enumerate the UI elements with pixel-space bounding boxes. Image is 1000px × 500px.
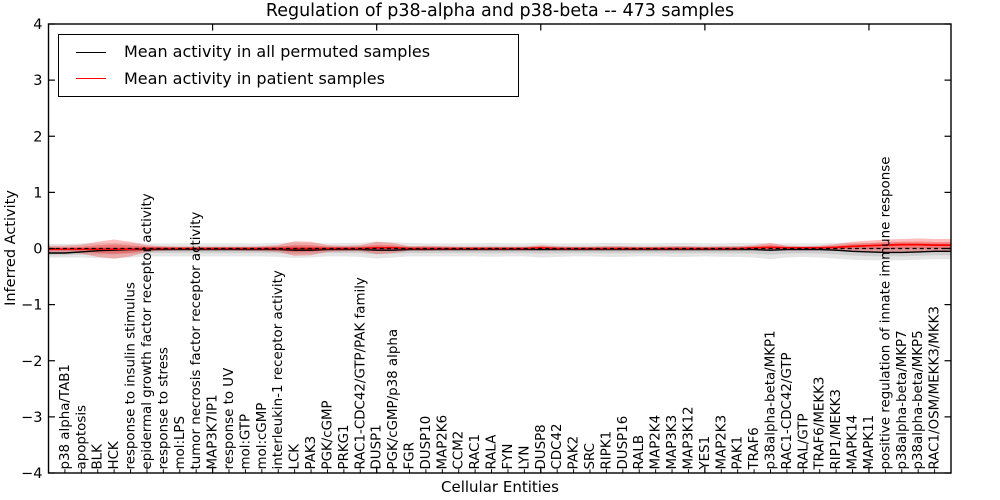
x-category-label: PRKG1 — [337, 424, 352, 469]
x-category-label: PAK1 — [731, 436, 746, 470]
x-category-label: BLK — [91, 443, 106, 470]
x-category-label: SRC — [583, 443, 598, 470]
x-category-label: mol:LPS — [173, 416, 188, 470]
y-tick-label: −4 — [21, 466, 42, 482]
y-axis-label: Inferred Activity — [3, 190, 19, 306]
y-tick-label: 2 — [33, 129, 42, 145]
legend-item-patient: Mean activity in patient samples — [76, 68, 518, 88]
x-category-label: mol:cGMP — [255, 403, 270, 470]
x-category-label: MAPK11 — [862, 415, 877, 470]
x-category-label: DUSP16 — [616, 416, 631, 470]
x-category-label: MAPK14 — [846, 415, 861, 470]
x-category-label: RIP1/MEKK3 — [829, 389, 844, 469]
x-category-label: FGR — [403, 442, 418, 469]
x-category-label: response to UV — [222, 367, 237, 470]
y-tick-label: 1 — [33, 185, 42, 201]
legend: Mean activity in all permuted samples Me… — [58, 34, 519, 97]
permuted-std-band — [48, 241, 951, 261]
x-category-label: p38 alpha/TAB1 — [58, 364, 73, 469]
x-category-label: epidermal growth factor receptor activit… — [140, 193, 155, 469]
legend-label-permuted: Mean activity in all permuted samples — [124, 42, 431, 62]
y-tick-label: 3 — [33, 73, 42, 89]
x-category-label: MAP2K4 — [649, 415, 664, 470]
x-category-label: LYN — [517, 446, 532, 470]
y-tick-label: 0 — [33, 242, 42, 258]
x-category-label: RAC1-CDC42/GTP/PAK family — [353, 277, 368, 469]
y-tick-label: 4 — [33, 17, 42, 33]
x-category-label: HCK — [107, 440, 122, 469]
x-category-label: TRAF6/MEKK3 — [813, 377, 828, 471]
x-category-label: PAK3 — [304, 436, 319, 470]
x-category-label: YES1 — [698, 436, 713, 471]
x-category-label: response to insulin stimulus — [124, 282, 139, 469]
legend-item-permuted: Mean activity in all permuted samples — [76, 43, 518, 61]
x-category-label: RAL/GTP — [796, 413, 811, 469]
x-axis-label: Cellular Entities — [441, 478, 559, 496]
x-category-label: positive regulation of innate immune res… — [878, 157, 893, 470]
x-category-label: p38alpha-beta/MKP1 — [764, 330, 779, 469]
x-category-label: p38alpha-beta/MKP7 — [895, 330, 910, 469]
x-category-label: RAC1 — [468, 434, 483, 470]
x-category-label: RAC1/OSM/MEKK3/MKK3 — [928, 306, 943, 469]
y-tick-label: −1 — [21, 298, 42, 314]
x-category-label: DUSP1 — [370, 424, 385, 469]
permuted-mean-line — [48, 248, 951, 254]
red-line-swatch-icon — [76, 78, 106, 80]
x-category-label: MAP3K7IP1 — [206, 394, 221, 469]
x-category-label: RIPK1 — [599, 431, 614, 470]
x-category-label: mol:GTP — [238, 414, 253, 470]
x-category-label: FYN — [501, 444, 516, 470]
x-category-label: MAP2K6 — [435, 415, 450, 470]
x-category-label: DUSP8 — [534, 424, 549, 469]
x-category-label: RALA — [485, 434, 500, 470]
x-category-label: CDC42 — [550, 423, 565, 469]
x-category-label: response to stress — [156, 347, 171, 469]
x-category-label: PGK/cGMP — [320, 400, 335, 469]
x-category-label: apoptosis — [74, 405, 89, 470]
x-category-label: DUSP10 — [419, 416, 434, 470]
legend-label-patient: Mean activity in patient samples — [124, 68, 385, 88]
x-category-label: interleukin-1 receptor activity — [271, 270, 286, 469]
x-category-label: TRAF6 — [747, 427, 762, 470]
chart-title: Regulation of p38-alpha and p38-beta -- … — [265, 1, 735, 21]
y-tick-label: −3 — [21, 410, 42, 426]
x-category-label: CCM2 — [452, 431, 467, 470]
x-category-label: RAC1-CDC42/GTP — [780, 352, 795, 469]
x-category-label: p38alpha-beta/MKP5 — [911, 330, 926, 469]
x-category-label: tumor necrosis factor receptor activity — [189, 212, 204, 470]
x-category-label: MAP2K3 — [714, 415, 729, 470]
x-category-label: PGK/cGMP/p38 alpha — [386, 329, 401, 470]
x-category-label: PAK2 — [567, 436, 582, 470]
black-line-swatch-icon — [76, 51, 106, 53]
x-category-label: LCK — [288, 443, 303, 470]
x-category-label: RALB — [632, 435, 647, 470]
x-category-label: MAP3K12 — [681, 406, 696, 469]
y-tick-label: −2 — [21, 354, 42, 370]
x-category-label: MAP3K3 — [665, 415, 680, 470]
